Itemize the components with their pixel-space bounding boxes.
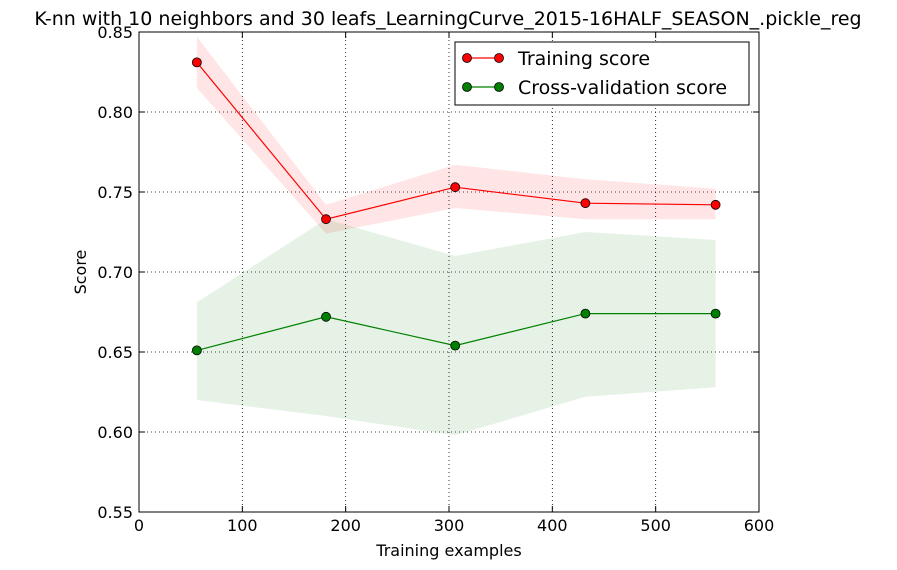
- point-series-0-2: [450, 182, 461, 193]
- legend-marker-0-b: [494, 53, 504, 63]
- confidence-bands: [196, 36, 716, 436]
- x-axis-label: Training examples: [375, 541, 521, 560]
- legend-label-1: Cross-validation score: [518, 77, 727, 99]
- y-tick-label-1: 0.60: [97, 423, 133, 442]
- x-tick-label-6: 600: [744, 516, 775, 535]
- point-series-1-1: [321, 311, 331, 322]
- x-tick-label-4: 400: [537, 516, 568, 535]
- y-tick-label-6: 0.85: [97, 23, 133, 42]
- legend-items: Training score Cross-validation score: [462, 48, 727, 99]
- x-tick-label-5: 500: [640, 516, 671, 535]
- x-tick-label-3: 300: [434, 516, 465, 535]
- point-series-0-1: [321, 214, 331, 225]
- x-tick-label-1: 100: [227, 516, 258, 535]
- legend-label-0: Training score: [517, 48, 650, 70]
- legend-marker-0-a: [462, 53, 472, 63]
- point-series-0-0: [191, 57, 202, 68]
- legend-marker-1-b: [494, 82, 504, 92]
- y-tick-label-4: 0.75: [97, 183, 133, 202]
- axis-ticks: [138, 31, 760, 513]
- y-tick-label-2: 0.65: [97, 343, 133, 362]
- point-series-1-2: [450, 340, 461, 351]
- band-series-0: [196, 36, 716, 234]
- y-tick-label-3: 0.70: [97, 263, 133, 282]
- series-points: [191, 57, 721, 356]
- chart-title: K-nn with 10 neighbors and 30 leafs_Lear…: [34, 8, 861, 30]
- x-tick-label-0: 0: [134, 516, 144, 535]
- gridlines: [139, 32, 759, 512]
- y-tick-label-5: 0.80: [97, 103, 133, 122]
- y-axis-label: Score: [71, 250, 90, 295]
- point-series-1-0: [191, 345, 202, 356]
- point-series-0-3: [580, 198, 591, 209]
- legend: Training score Cross-validation score: [454, 41, 750, 106]
- x-tick-labels: 0 100 200 300 400 500 600: [134, 516, 774, 535]
- point-series-1-3: [580, 308, 591, 319]
- band-series-1: [196, 219, 716, 436]
- legend-box: [454, 41, 750, 106]
- point-series-1-4: [710, 308, 721, 319]
- x-tick-label-2: 200: [330, 516, 361, 535]
- legend-marker-1-a: [462, 82, 472, 92]
- y-tick-label-0: 0.55: [97, 503, 133, 522]
- y-tick-labels: 0.55 0.60 0.65 0.70 0.75 0.80 0.85: [97, 23, 133, 522]
- point-series-0-4: [710, 199, 721, 210]
